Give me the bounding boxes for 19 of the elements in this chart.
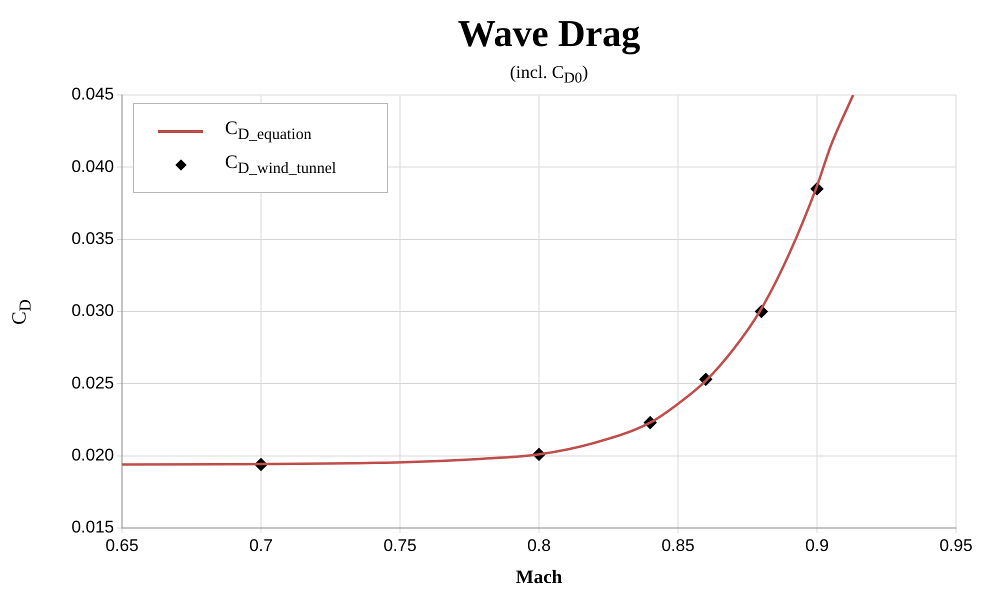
y-tick-label: 0.015 (71, 518, 114, 537)
x-tick-label: 0.75 (383, 536, 417, 555)
x-tick-label: 0.85 (661, 536, 695, 555)
y-tick-label: 0.040 (71, 156, 114, 176)
x-tick-label: 0.65 (105, 536, 139, 555)
x-tick-label: 0.8 (527, 536, 551, 555)
y-tick-label: 0.035 (71, 229, 114, 248)
legend-label: C$_{D_equation}$ (225, 118, 312, 144)
x-tick-label: 0.95 (939, 536, 973, 555)
chart-title: Wave Drag (456, 12, 642, 56)
y-tick-label: 0.020 (71, 446, 114, 465)
legend-label: C$_{D_wind_tunnel}$ (225, 152, 336, 178)
y-tick-label: 0.030 (71, 301, 114, 320)
y-tick-label: 0.025 (71, 373, 114, 392)
x-tick-label: 0.9 (805, 536, 829, 555)
x-tick-label: 0.7 (249, 536, 273, 555)
chart-subtitle: (incl. C$_{D0}$) (508, 62, 590, 88)
x-axis-title: Mach (514, 567, 564, 589)
y-tick-label: 0.045 (71, 84, 114, 104)
